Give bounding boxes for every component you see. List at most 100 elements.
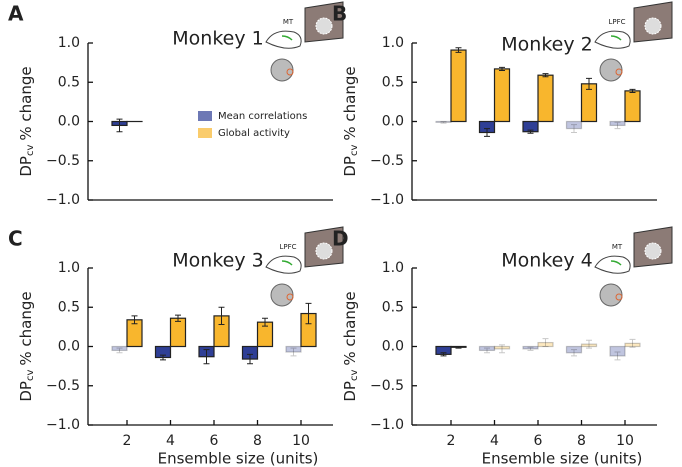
y-axis-label: DPcv % change (341, 66, 361, 176)
area-label: MT (612, 243, 623, 251)
brain-icon (594, 255, 631, 274)
y-tick-label: 0.5 (382, 299, 404, 315)
y-tick-label: −1.0 (370, 417, 404, 433)
area-label: LPFC (608, 18, 625, 26)
eye-icon (286, 68, 294, 76)
bar (478, 345, 496, 352)
x-tick-label: 8 (577, 433, 586, 449)
error-bar (586, 77, 592, 90)
error-bar (629, 88, 636, 93)
brain-area (610, 35, 622, 41)
y-tick-label: −0.5 (46, 153, 80, 169)
error-bar (440, 352, 447, 357)
bar (580, 343, 598, 348)
y-tick-label: 0.5 (58, 299, 80, 315)
y-tick-label: 1.0 (58, 260, 80, 276)
y-tick-label: −0.5 (370, 378, 404, 394)
x-axis-label: Ensemble size (units) (158, 450, 319, 467)
y-tick-label: −0.5 (370, 153, 404, 169)
y-label-suffix: % change (341, 291, 359, 365)
y-tick-label: 0.0 (58, 114, 80, 130)
y-tick-label: −1.0 (370, 192, 404, 208)
y-axis-label: DPcv % change (17, 291, 37, 401)
error-bar (499, 344, 505, 354)
stimulus-icon (644, 242, 662, 260)
error-bar (247, 353, 253, 365)
legend-label: Mean correlations (218, 111, 307, 122)
y-axis-label: DPcv % change (341, 291, 361, 401)
error-bar (571, 349, 577, 357)
error-bar (614, 351, 621, 361)
y-tick-label: 1.0 (382, 35, 404, 51)
x-tick-label: 4 (490, 433, 499, 449)
error-bar (131, 315, 138, 325)
y-tick-label: 0.0 (382, 339, 404, 355)
head-icon (599, 58, 623, 82)
panel-title: Monkey 4 (501, 250, 592, 272)
y-label-main: DP (17, 156, 35, 177)
bar (609, 345, 626, 357)
stimulus-icon (315, 242, 333, 260)
x-tick-label: 10 (292, 433, 310, 449)
error-bar (542, 73, 549, 78)
error-bar (484, 128, 490, 137)
area-label: MT (283, 18, 294, 26)
error-bar (629, 338, 636, 348)
stimulus-icon (315, 17, 333, 35)
stimulus-icon (644, 17, 662, 35)
y-tick-label: −1.0 (46, 192, 80, 208)
head-icon (270, 283, 294, 307)
x-tick-label: 4 (166, 433, 175, 449)
error-bar (455, 346, 462, 349)
legend-swatch (198, 111, 212, 121)
eye-icon (615, 293, 623, 301)
y-tick-label: −1.0 (46, 417, 80, 433)
brain-area (281, 260, 293, 266)
error-bar (455, 47, 462, 53)
area-label: LPFC (279, 243, 296, 251)
error-bar (116, 118, 123, 133)
y-tick-label: 0.5 (58, 74, 80, 90)
bar (522, 345, 539, 350)
legend-swatch (198, 128, 212, 138)
y-label-suffix: % change (17, 291, 35, 365)
brain-icon (265, 255, 302, 274)
y-tick-label: −0.5 (46, 378, 80, 394)
y-label-suffix: % change (341, 66, 359, 140)
bar (493, 68, 511, 123)
brain-area (281, 35, 293, 41)
error-bar (571, 124, 577, 133)
y-tick-label: 0.0 (58, 339, 80, 355)
panel-title: Monkey 2 (501, 34, 592, 56)
bar (111, 345, 128, 352)
y-tick-label: 0.5 (382, 74, 404, 90)
bar (565, 120, 583, 130)
brain-icon (594, 30, 631, 49)
error-bar (262, 317, 268, 327)
y-tick-label: 0.0 (382, 114, 404, 130)
error-bar (614, 121, 621, 130)
bar (624, 90, 641, 123)
y-label-sub: cv (25, 370, 36, 381)
y-label-main: DP (341, 381, 359, 402)
y-axis-label: DPcv % change (17, 66, 37, 176)
bar (609, 120, 626, 127)
x-tick-label: 10 (616, 433, 634, 449)
y-label-sub: cv (349, 145, 360, 156)
eye-icon (615, 68, 623, 76)
panel-title: Monkey 1 (172, 28, 263, 50)
bar (450, 49, 467, 123)
x-tick-label: 6 (210, 433, 219, 449)
error-bar (218, 306, 225, 326)
error-bar (527, 346, 534, 351)
error-bar (175, 314, 181, 322)
y-label-main: DP (17, 381, 35, 402)
y-label-sub: cv (349, 370, 360, 381)
x-tick-label: 8 (253, 433, 262, 449)
y-tick-label: 1.0 (382, 260, 404, 276)
bar (537, 74, 554, 123)
bar (537, 341, 554, 348)
y-label-suffix: % change (17, 66, 35, 140)
bar (565, 345, 583, 354)
panel-title: Monkey 3 (172, 250, 263, 272)
